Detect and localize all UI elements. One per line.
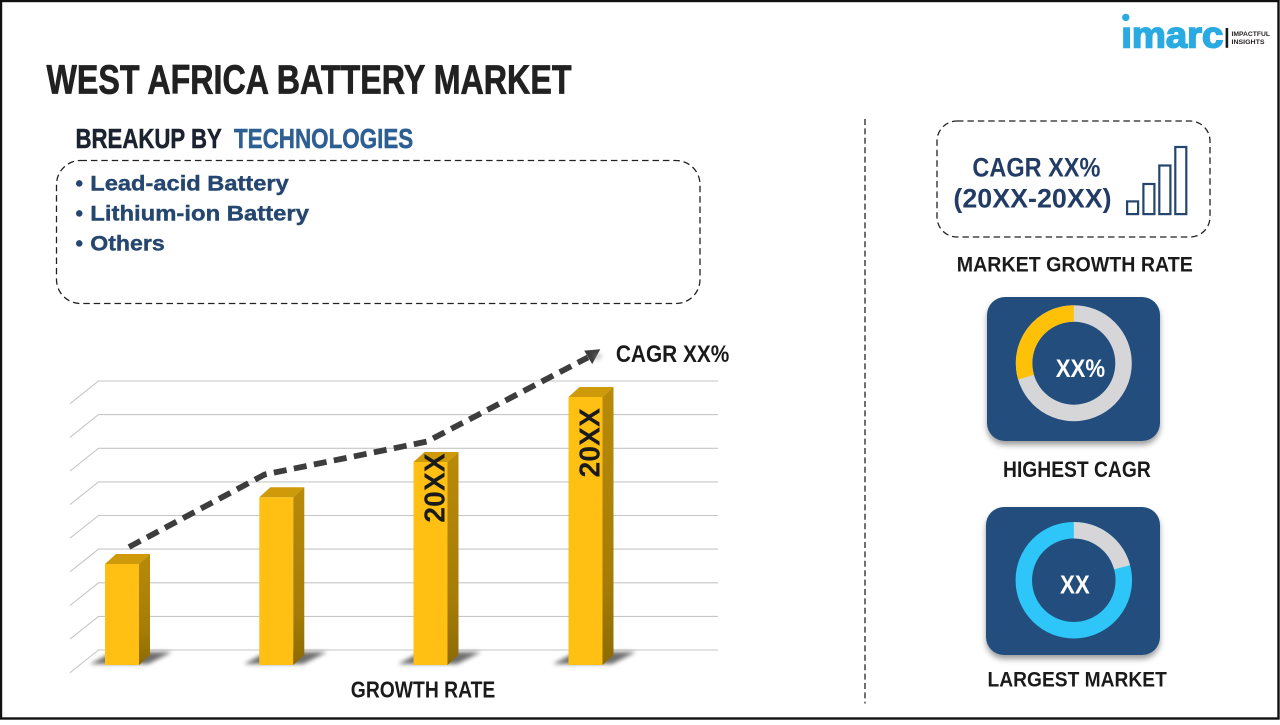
svg-text:Lead-acid Battery: Lead-acid Battery xyxy=(90,172,289,196)
svg-text:GROWTH RATE: GROWTH RATE xyxy=(351,676,496,702)
svg-text:20XX: 20XX xyxy=(420,453,452,523)
svg-text:20XX: 20XX xyxy=(575,408,607,478)
svg-text:IMPACTFUL: IMPACTFUL xyxy=(1232,31,1271,38)
svg-text:WEST AFRICA BATTERY MARKET: WEST AFRICA BATTERY MARKET xyxy=(47,56,572,102)
svg-text:TECHNOLOGIES: TECHNOLOGIES xyxy=(234,123,413,154)
svg-text:•: • xyxy=(76,202,84,226)
svg-text:XX%: XX% xyxy=(1056,355,1105,383)
svg-text:Lithium-ion Battery: Lithium-ion Battery xyxy=(90,202,309,226)
svg-text:HIGHEST CAGR: HIGHEST CAGR xyxy=(1003,457,1151,482)
svg-text:LARGEST MARKET: LARGEST MARKET xyxy=(988,669,1167,692)
svg-text:•: • xyxy=(76,232,84,256)
svg-text:Others: Others xyxy=(90,232,164,256)
svg-text:XX: XX xyxy=(1060,572,1090,600)
svg-text:(20XX-20XX): (20XX-20XX) xyxy=(953,183,1111,213)
svg-text:MARKET GROWTH RATE: MARKET GROWTH RATE xyxy=(957,251,1193,276)
svg-text:CAGR XX%: CAGR XX% xyxy=(972,153,1100,183)
svg-text:CAGR XX%: CAGR XX% xyxy=(616,341,730,368)
svg-text:BREAKUP BY: BREAKUP BY xyxy=(76,123,223,154)
svg-text:ımarc: ımarc xyxy=(1121,15,1223,56)
svg-text:INSIGHTS: INSIGHTS xyxy=(1232,39,1266,46)
svg-text:•: • xyxy=(76,172,84,196)
